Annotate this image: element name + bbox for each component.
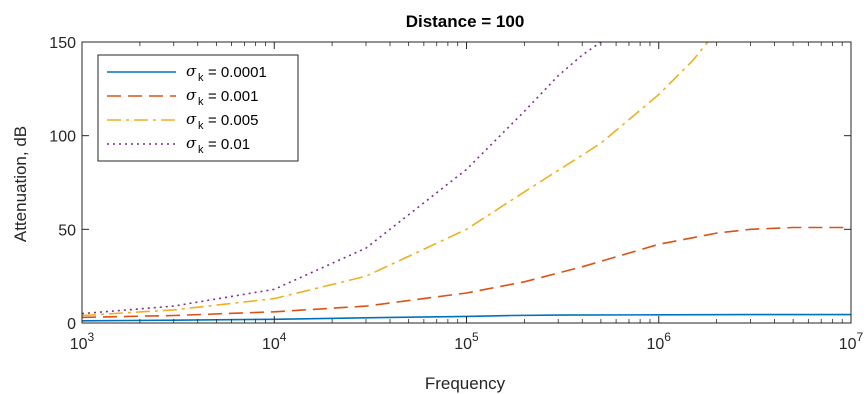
legend-label-1: = 0.0001 <box>208 64 267 81</box>
x-tick-exponent: 3 <box>88 330 95 344</box>
legend-symbol: σ <box>186 134 197 152</box>
x-axis-label: Frequency <box>425 374 506 393</box>
legend-subscript: k <box>198 72 204 84</box>
legend-subscript: k <box>198 144 204 156</box>
x-tick-base: 10 <box>647 336 665 353</box>
x-tick-exponent: 5 <box>472 330 479 344</box>
y-tick-label: 0 <box>67 316 76 333</box>
legend-label-3: = 0.005 <box>208 112 258 129</box>
legend-symbol: σ <box>186 86 197 104</box>
legend-subscript: k <box>198 120 204 132</box>
y-tick-label: 100 <box>49 129 76 146</box>
legend-symbol: σ <box>186 110 197 128</box>
x-tick-exponent: 6 <box>664 330 671 344</box>
series-line-2 <box>82 226 851 319</box>
y-axis-label: Attenuation, dB <box>11 126 30 242</box>
x-tick-exponent: 4 <box>280 330 287 344</box>
x-tick-base: 10 <box>839 336 857 353</box>
x-tick-base: 10 <box>454 336 472 353</box>
legend-label-2: = 0.001 <box>208 88 258 105</box>
legend-symbol: σ <box>186 62 197 80</box>
x-tick-exponent: 7 <box>857 330 864 344</box>
series-lines <box>82 42 851 322</box>
x-tick-label: 103 <box>70 330 95 353</box>
series-line-3 <box>82 42 709 317</box>
x-tick-base: 10 <box>70 336 88 353</box>
legend-subscript: k <box>198 96 204 108</box>
x-tick-label: 106 <box>647 330 672 353</box>
series-line-1 <box>82 313 851 322</box>
chart-title: Distance = 100 <box>406 12 525 31</box>
y-tick-label: 150 <box>49 35 76 52</box>
y-tick-label: 50 <box>58 222 76 239</box>
x-tick-label: 107 <box>839 330 864 353</box>
series-line-4 <box>82 42 602 315</box>
x-tick-base: 10 <box>262 336 280 353</box>
x-tick-label: 105 <box>454 330 479 353</box>
legend-label-4: = 0.01 <box>208 136 250 153</box>
x-tick-label: 104 <box>262 330 287 353</box>
